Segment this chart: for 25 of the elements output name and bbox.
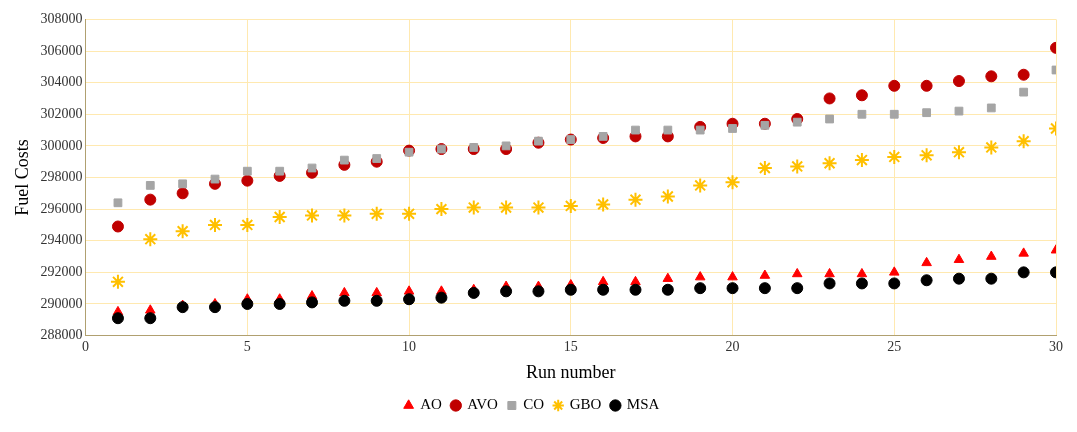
- legend-label: GBO: [569, 396, 602, 413]
- y-tick-label: 292000: [40, 264, 83, 280]
- y-tick-label: 296000: [40, 200, 83, 216]
- legend-label: CO: [523, 396, 545, 413]
- y-tick-label: 288000: [40, 327, 83, 343]
- x-tick-label: 15: [563, 338, 578, 354]
- y-tick-label: 308000: [40, 11, 83, 27]
- x-tick-label: 30: [1049, 338, 1063, 354]
- x-tick-label: 10: [402, 338, 417, 354]
- legend-label: AVO: [467, 396, 499, 413]
- y-tick-label: 304000: [40, 74, 83, 90]
- y-tick-label: 302000: [40, 105, 83, 121]
- y-tick-label: 306000: [40, 42, 83, 58]
- legend-label: MSA: [626, 396, 660, 413]
- y-tick-label: 294000: [40, 232, 83, 248]
- y-tick-label: 300000: [40, 137, 83, 153]
- y-tick-label: 290000: [40, 295, 83, 311]
- y-tick-label: 298000: [40, 169, 83, 185]
- x-tick-label: 20: [725, 338, 740, 354]
- x-tick-label: 25: [887, 338, 902, 354]
- x-axis-title: Run number: [526, 361, 616, 382]
- y-axis-title: Fuel Costs: [11, 139, 32, 216]
- legend-label: AO: [420, 396, 442, 413]
- x-tick-label: 5: [243, 338, 251, 354]
- x-tick-label: 0: [82, 338, 90, 354]
